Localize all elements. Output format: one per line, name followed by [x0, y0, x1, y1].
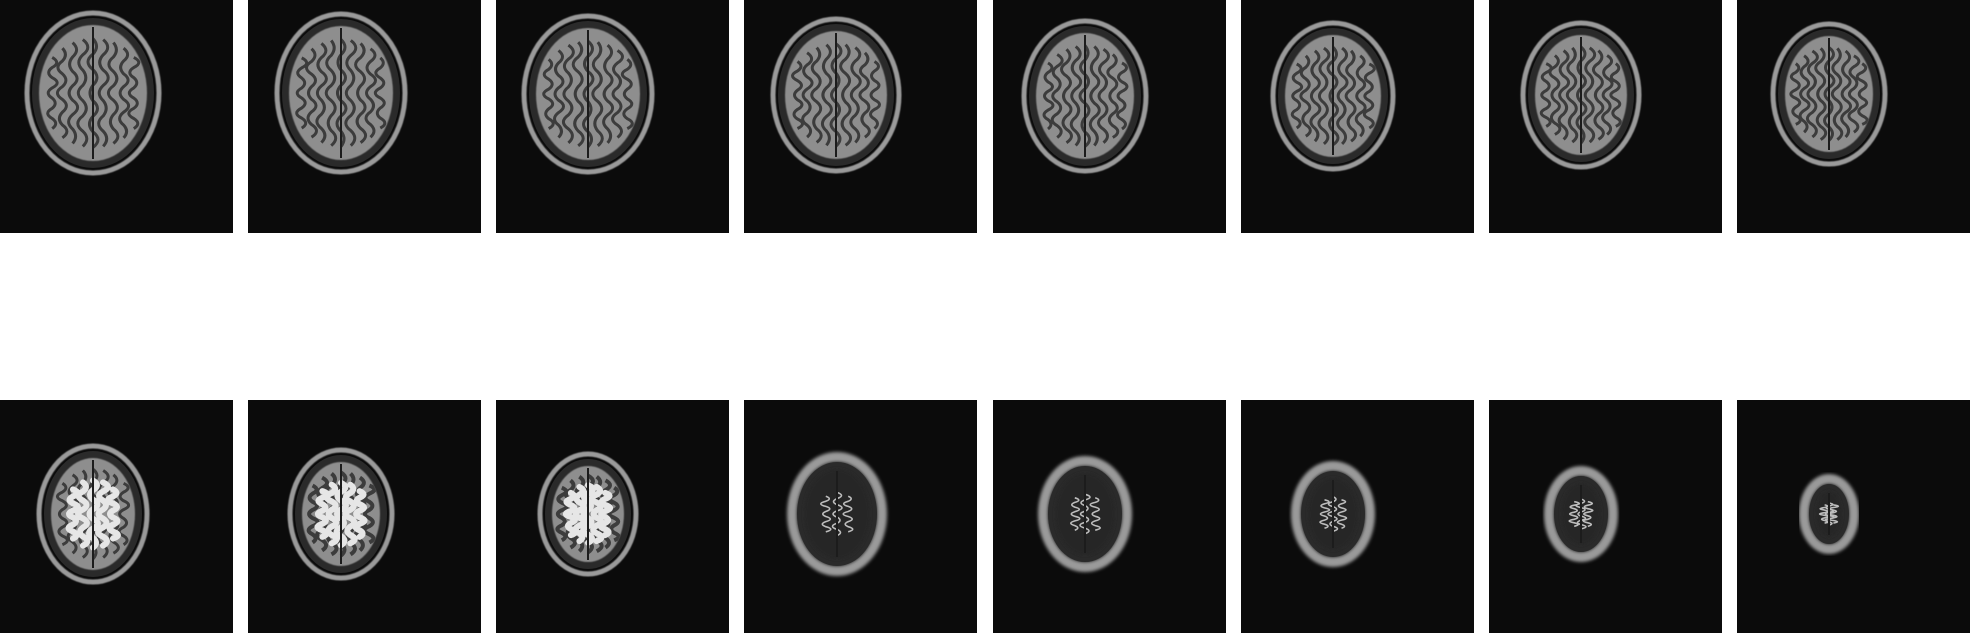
scalp-outline	[537, 451, 639, 577]
sulci-pattern	[1789, 46, 1869, 142]
mri-slice-tile	[993, 400, 1226, 633]
mri-slice-image	[770, 16, 902, 174]
mri-slice-tile	[1737, 0, 1970, 233]
mri-slice-tile	[1241, 400, 1474, 633]
scalp-outline	[36, 443, 150, 585]
mri-slice-image	[1770, 21, 1888, 167]
mri-slice-tile	[1489, 400, 1722, 633]
scalp-outline	[1270, 20, 1396, 172]
scalp-outline	[521, 13, 655, 175]
mri-slice-tile	[248, 400, 481, 633]
mri-slice-tile	[993, 0, 1226, 233]
scalp-outline	[1799, 474, 1859, 554]
mri-slice-tile	[0, 400, 233, 633]
mri-slice-tile	[248, 0, 481, 233]
mri-slice-image	[36, 443, 150, 585]
mri-slice-image	[24, 10, 162, 176]
mri-slice-tile	[1241, 0, 1474, 233]
scalp-outline	[274, 11, 408, 175]
vertex-streaks	[1568, 498, 1594, 530]
scalp-outline	[287, 447, 395, 581]
scalp-outline	[770, 16, 902, 174]
sulci-pattern	[46, 37, 141, 149]
vertex-streaks	[820, 491, 854, 537]
mri-slice-tile	[496, 0, 729, 233]
sulci-pattern	[1290, 46, 1376, 147]
mri-slice-image	[537, 451, 639, 577]
mri-slice-tile	[0, 0, 233, 233]
sulci-pattern	[791, 42, 881, 148]
mri-slice-image	[1520, 20, 1642, 170]
scalp-outline	[787, 452, 887, 576]
scalp-outline	[1544, 466, 1618, 562]
gyri-highlight	[314, 479, 368, 549]
gyri-highlight	[65, 477, 121, 551]
mri-slice-image	[287, 447, 395, 581]
sulci-pattern	[542, 40, 634, 148]
gyri-highlight	[562, 482, 614, 546]
scalp-outline	[1520, 20, 1642, 170]
sulci-pattern	[295, 38, 387, 148]
mri-slice-tile	[744, 400, 977, 633]
scalp-outline	[24, 10, 162, 176]
mri-slice-tile	[744, 0, 977, 233]
mri-slice-image	[274, 11, 408, 175]
mri-slice-tile	[496, 400, 729, 633]
scalp-outline	[1021, 18, 1149, 174]
mri-slice-image	[1544, 466, 1618, 562]
mri-slice-image	[1038, 456, 1132, 572]
sulci-pattern	[1539, 45, 1622, 144]
scalp-outline	[1770, 21, 1888, 167]
mri-slice-image	[1291, 461, 1375, 567]
vertex-streaks	[1070, 493, 1101, 535]
mri-slice-image	[521, 13, 655, 175]
mri-slice-tile	[1737, 400, 1970, 633]
scalp-outline	[1291, 461, 1375, 567]
mri-slice-tile	[1489, 0, 1722, 233]
mri-slice-image	[1270, 20, 1396, 172]
mri-slice-image	[1799, 474, 1859, 554]
scalp-outline	[1038, 456, 1132, 572]
mri-slice-image	[1021, 18, 1149, 174]
sulci-pattern	[1042, 44, 1129, 148]
mri-slice-image	[787, 452, 887, 576]
